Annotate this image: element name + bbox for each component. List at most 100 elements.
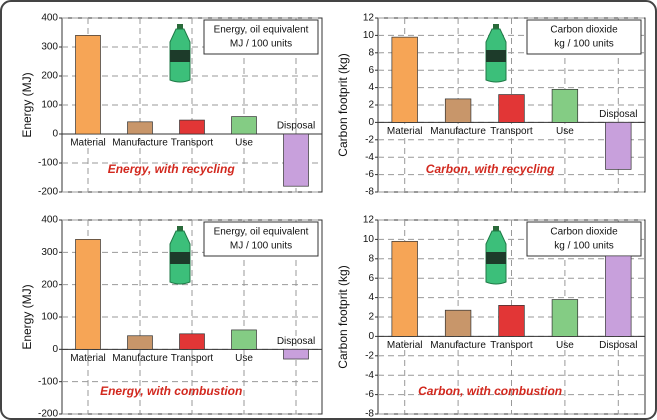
y-tick-label: 400 xyxy=(41,215,58,226)
x-tick-label: Transport xyxy=(171,138,214,149)
bar xyxy=(179,333,205,350)
x-tick-label: Disposal xyxy=(599,109,637,120)
x-tick-label: Manufacture xyxy=(112,138,168,149)
x-tick-label: Manufacture xyxy=(430,126,486,137)
y-tick-label: 8 xyxy=(368,47,374,58)
y-tick-label: 100 xyxy=(41,100,58,111)
bar xyxy=(179,119,205,135)
x-tick-label: Transport xyxy=(171,353,214,364)
bar xyxy=(605,122,632,170)
note-text: Carbon dioxide xyxy=(550,25,618,36)
y-tick-label: 0 xyxy=(52,129,58,140)
y-tick-label: 4 xyxy=(368,82,374,93)
bar xyxy=(75,35,101,135)
y-tick-label: 0 xyxy=(52,344,58,355)
note-text: MJ / 100 units xyxy=(230,39,292,50)
note-text: MJ / 100 units xyxy=(230,241,292,252)
bottle-cap xyxy=(493,24,499,29)
bar xyxy=(605,255,632,337)
y-tick-label: 10 xyxy=(363,30,375,41)
bottle-cap xyxy=(493,226,499,231)
y-tick-label: -2 xyxy=(365,134,374,145)
note-box xyxy=(203,19,319,55)
y-tick-label: 12 xyxy=(363,215,375,226)
y-tick-label: 8 xyxy=(368,253,374,264)
y-tick-label: -8 xyxy=(365,187,374,198)
bar xyxy=(127,335,153,350)
y-tick-label: -200 xyxy=(38,409,58,420)
y-tick-label: -4 xyxy=(365,152,374,163)
y-axis-label: Carbon footprit (kg) xyxy=(336,53,350,156)
bar xyxy=(231,329,257,350)
y-tick-label: 6 xyxy=(368,273,374,284)
x-tick-label: Transport xyxy=(490,126,533,137)
bar xyxy=(444,309,472,337)
y-tick-label: 12 xyxy=(363,13,375,24)
bottle-label xyxy=(486,50,506,62)
bar xyxy=(283,348,309,360)
bar xyxy=(231,116,257,135)
note-text: kg / 100 units xyxy=(554,241,613,252)
bottle-label xyxy=(170,252,190,264)
x-tick-label: Disposal xyxy=(599,340,637,351)
x-tick-label: Use xyxy=(235,353,253,364)
y-tick-label: -6 xyxy=(365,169,374,180)
bottle-label xyxy=(170,50,190,62)
caption: Energy, with recycling xyxy=(108,162,236,176)
note-box xyxy=(203,221,319,257)
y-tick-label: 6 xyxy=(368,65,374,76)
y-tick-label: 200 xyxy=(41,71,58,82)
x-tick-label: Manufacture xyxy=(112,353,168,364)
bar xyxy=(498,94,525,123)
x-tick-label: Use xyxy=(235,138,253,149)
bottle-cap xyxy=(177,24,183,29)
bar xyxy=(283,133,309,187)
x-tick-label: Material xyxy=(70,138,106,149)
bottle-cap xyxy=(177,226,183,231)
x-tick-label: Material xyxy=(387,126,423,137)
y-tick-label: -2 xyxy=(365,350,374,361)
y-axis-label: Energy (MJ) xyxy=(20,284,34,349)
caption: Carbon, with combustion xyxy=(418,384,562,398)
bar xyxy=(391,36,418,123)
note-text: Energy, oil equivalent xyxy=(214,25,309,36)
x-tick-label: Material xyxy=(387,340,423,351)
y-axis-label: Energy (MJ) xyxy=(20,72,34,137)
x-tick-label: Material xyxy=(70,353,106,364)
bar xyxy=(498,305,525,337)
note-text: kg / 100 units xyxy=(554,39,613,50)
y-tick-label: -100 xyxy=(38,376,58,387)
y-tick-label: 200 xyxy=(41,279,58,290)
y-tick-label: 300 xyxy=(41,42,58,53)
y-tick-label: 2 xyxy=(368,100,374,111)
note-box xyxy=(526,221,642,257)
note-text: Carbon dioxide xyxy=(550,227,618,238)
bar xyxy=(551,299,579,337)
y-tick-label: 0 xyxy=(368,117,374,128)
note-text: Energy, oil equivalent xyxy=(214,227,309,238)
y-tick-label: 400 xyxy=(41,13,58,24)
bar xyxy=(391,240,418,337)
y-tick-label: -100 xyxy=(38,158,58,169)
x-tick-label: Transport xyxy=(490,340,533,351)
y-tick-label: 300 xyxy=(41,247,58,258)
bar xyxy=(127,121,153,135)
y-tick-label: -200 xyxy=(38,187,58,198)
y-tick-label: 0 xyxy=(368,331,374,342)
y-tick-label: 4 xyxy=(368,292,374,303)
y-axis-label: Carbon footprit (kg) xyxy=(336,265,350,368)
caption: Energy, with combustion xyxy=(100,384,242,398)
x-tick-label: Disposal xyxy=(277,121,315,132)
bar xyxy=(551,88,579,123)
note-box xyxy=(526,19,642,55)
caption: Carbon, with recycling xyxy=(426,162,555,176)
x-tick-label: Manufacture xyxy=(430,340,486,351)
x-tick-label: Use xyxy=(556,340,574,351)
y-tick-label: 100 xyxy=(41,312,58,323)
bar xyxy=(444,98,472,123)
bar xyxy=(75,239,101,350)
y-tick-label: -8 xyxy=(365,409,374,420)
bottle-label xyxy=(486,252,506,264)
y-tick-label: 10 xyxy=(363,234,375,245)
